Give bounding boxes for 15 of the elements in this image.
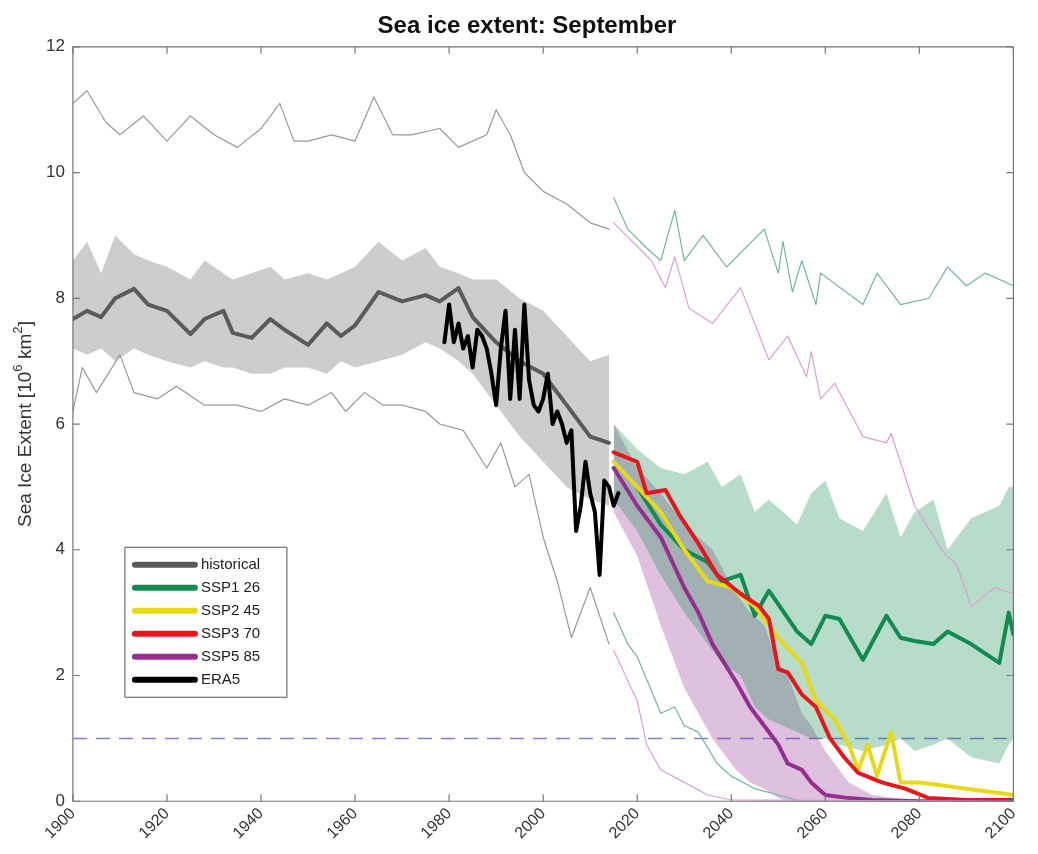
legend-label: historical: [200, 554, 261, 572]
legend-label: SSP5 85: [200, 646, 261, 664]
y-tick-label: 12: [45, 36, 65, 56]
chart-title: Sea ice extent: September: [377, 11, 677, 39]
y-tick-label: 8: [55, 287, 65, 307]
legend-label: SSP2 45: [200, 600, 261, 618]
y-tick-label: 10: [45, 162, 65, 182]
legend-label: SSP1 26: [200, 577, 261, 595]
y-axis-title: Sea Ice Extent [106 km2]: [10, 321, 36, 527]
y-tick-label: 6: [55, 413, 65, 433]
y-tick-label: 4: [55, 539, 65, 559]
legend-label: SSP3 70: [200, 623, 261, 641]
legend-label: ERA5: [200, 669, 241, 687]
y-tick-label: 0: [55, 790, 65, 810]
y-tick-label: 2: [55, 665, 65, 685]
